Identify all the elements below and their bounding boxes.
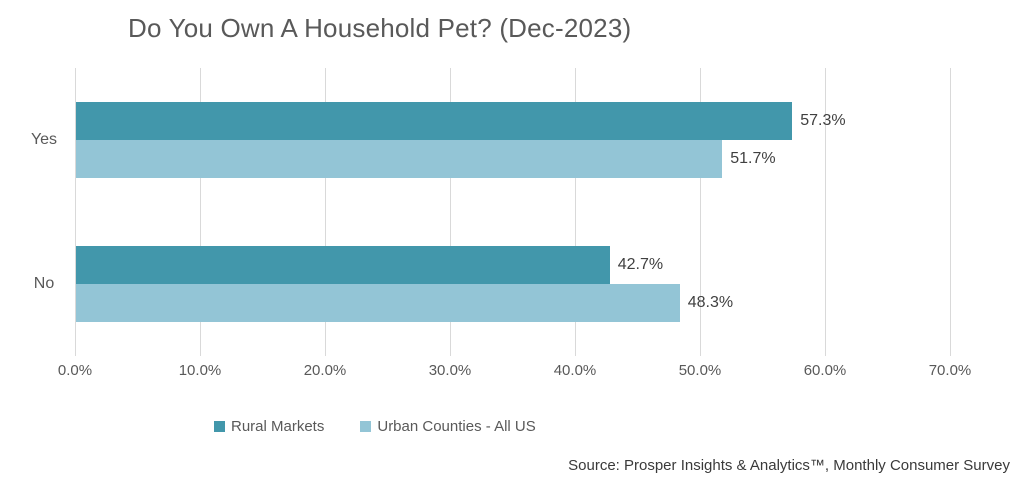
x-gridline [700, 68, 701, 356]
bar-rural-no [76, 246, 610, 284]
x-tick-label: 30.0% [428, 362, 472, 379]
legend-swatch-icon [360, 421, 372, 432]
source-note: Source: Prosper Insights & Analytics™, M… [568, 457, 1010, 474]
legend-item: Rural Markets [214, 418, 324, 435]
x-gridline [825, 68, 826, 356]
x-tick-label: 50.0% [678, 362, 722, 379]
category-label-no: No [33, 275, 55, 292]
legend: Rural Markets Urban Counties - All US [214, 418, 536, 435]
x-gridline [200, 68, 201, 356]
x-tick-label: 0.0% [57, 362, 93, 379]
x-gridline [450, 68, 451, 356]
legend-label: Rural Markets [231, 418, 325, 435]
legend-swatch-icon [214, 421, 225, 432]
x-gridline [950, 68, 951, 356]
x-tick-label: 70.0% [928, 362, 972, 379]
x-gridline [325, 68, 326, 356]
y-axis-line [75, 68, 76, 356]
bar-urban-no [76, 284, 680, 322]
x-tick-label: 20.0% [303, 362, 347, 379]
value-label: 57.3% [800, 112, 846, 129]
x-gridline [575, 68, 576, 356]
bar-urban-yes [76, 140, 723, 178]
plot-area [75, 68, 951, 356]
legend-item: Urban Counties - All US [360, 418, 536, 435]
x-tick-label: 40.0% [553, 362, 597, 379]
value-label: 48.3% [687, 294, 734, 311]
value-label: 51.7% [730, 150, 776, 167]
value-label: 42.7% [617, 256, 664, 273]
x-tick-label: 60.0% [803, 362, 847, 379]
x-tick-label: 10.0% [178, 362, 222, 379]
category-label-yes: Yes [30, 131, 58, 148]
legend-label: Urban Counties - All US [377, 418, 536, 435]
bar-rural-yes [76, 102, 793, 140]
chart-title: Do You Own A Household Pet? (Dec-2023) [128, 13, 632, 43]
